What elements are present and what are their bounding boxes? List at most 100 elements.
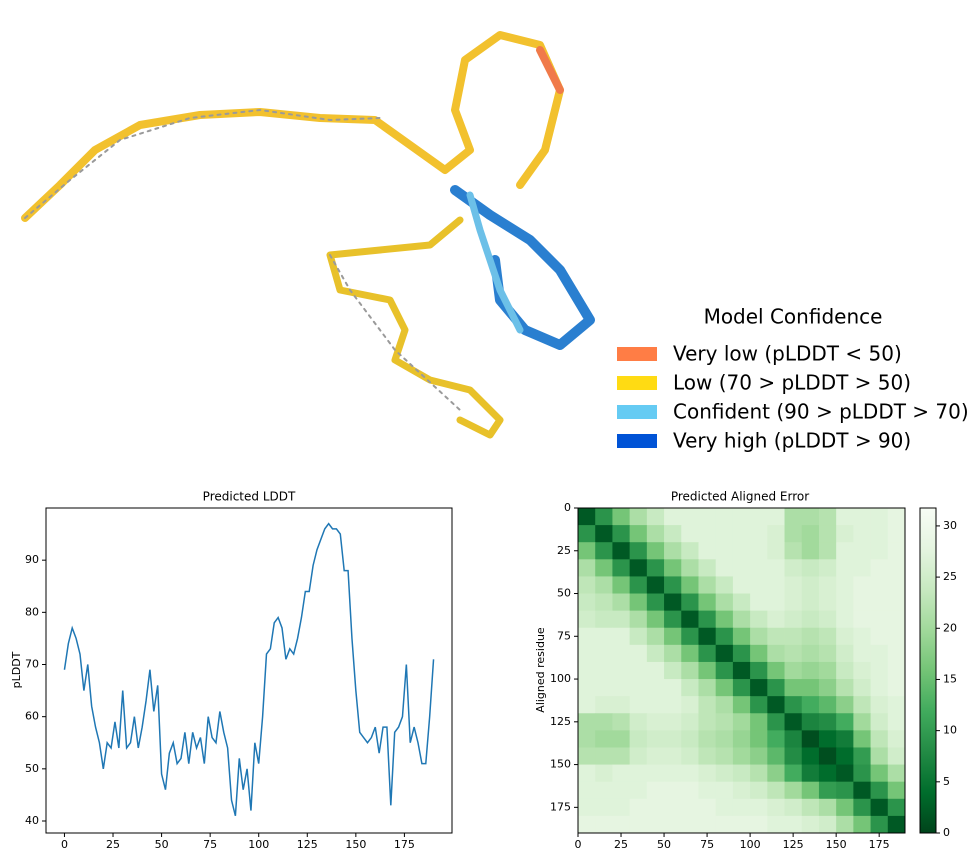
heat-cell bbox=[612, 627, 631, 646]
y-axis-label: pLDDT bbox=[10, 651, 23, 688]
heat-cell bbox=[612, 644, 631, 663]
heat-cell bbox=[629, 644, 648, 663]
colorbar-tick-label: 10 bbox=[943, 724, 957, 737]
heat-cell bbox=[801, 713, 820, 731]
heat-cell bbox=[887, 627, 906, 646]
heat-cell bbox=[646, 713, 665, 731]
legend-label: Low (70 > pLDDT > 50) bbox=[673, 371, 911, 395]
heat-cell bbox=[732, 593, 751, 612]
y-tick-label: 150 bbox=[550, 758, 571, 771]
heat-cell bbox=[595, 644, 613, 663]
heat-cell bbox=[887, 815, 906, 834]
heat-cell bbox=[732, 815, 751, 834]
heat-cell bbox=[664, 508, 682, 526]
heat-cell bbox=[578, 576, 596, 594]
legend-label: Confident (90 > pLDDT > 70) bbox=[673, 400, 968, 424]
heat-cell bbox=[818, 610, 837, 629]
heat-cell bbox=[784, 593, 803, 612]
heat-cell bbox=[715, 661, 734, 680]
heat-cell bbox=[578, 542, 596, 560]
heat-cell bbox=[732, 679, 751, 697]
heat-cell bbox=[732, 747, 751, 765]
heat-cell bbox=[836, 525, 854, 543]
heat-cell bbox=[767, 696, 785, 714]
heat-cell bbox=[801, 764, 820, 783]
heat-cell bbox=[836, 781, 854, 800]
heat-cell bbox=[801, 696, 820, 714]
heat-cell bbox=[853, 576, 871, 594]
heat-cell bbox=[801, 576, 820, 594]
heat-cell bbox=[664, 696, 682, 714]
y-tick-label: 40 bbox=[25, 814, 39, 827]
heat-cell bbox=[629, 559, 648, 577]
heat-cell bbox=[732, 576, 751, 594]
heat-cell bbox=[715, 815, 734, 834]
heat-cell bbox=[612, 781, 631, 800]
heat-cell bbox=[750, 644, 768, 663]
heat-cell bbox=[784, 815, 803, 834]
heat-cell bbox=[801, 559, 820, 577]
heat-cell bbox=[612, 576, 631, 594]
heat-cell bbox=[767, 644, 785, 663]
heat-cell bbox=[732, 610, 751, 629]
heat-cell bbox=[836, 815, 854, 834]
y-tick-label: 0 bbox=[564, 501, 571, 514]
heat-cell bbox=[578, 610, 596, 629]
heat-cell bbox=[681, 764, 699, 783]
heat-cell bbox=[681, 508, 699, 526]
heat-cell bbox=[646, 781, 665, 800]
heat-cell bbox=[698, 713, 717, 731]
heat-cell bbox=[646, 730, 665, 748]
heat-cell bbox=[664, 559, 682, 577]
legend-swatch bbox=[617, 376, 657, 390]
heat-cell bbox=[646, 798, 665, 817]
heat-cell bbox=[870, 730, 889, 748]
heat-cell bbox=[818, 781, 837, 800]
heat-cell bbox=[629, 576, 648, 594]
heat-cell bbox=[715, 627, 734, 646]
heat-cell bbox=[784, 798, 803, 817]
heat-cell bbox=[784, 764, 803, 783]
heat-cell bbox=[578, 730, 596, 748]
heat-cell bbox=[715, 764, 734, 783]
heat-cell bbox=[612, 815, 631, 834]
heat-cell bbox=[853, 661, 871, 680]
y-tick-label: 100 bbox=[550, 672, 571, 685]
heat-cell bbox=[887, 781, 906, 800]
x-tick-label: 150 bbox=[345, 838, 366, 851]
heat-cell bbox=[767, 747, 785, 765]
heat-cell bbox=[836, 713, 854, 731]
heat-cell bbox=[732, 798, 751, 817]
heat-cell bbox=[698, 627, 717, 646]
heat-cell bbox=[578, 781, 596, 800]
heat-cell bbox=[870, 576, 889, 594]
heat-cell bbox=[595, 730, 613, 748]
heat-cell bbox=[578, 696, 596, 714]
heat-cell bbox=[664, 576, 682, 594]
heat-cell bbox=[629, 764, 648, 783]
heat-cell bbox=[698, 798, 717, 817]
heat-cell bbox=[836, 610, 854, 629]
structure-legend: Model Confidence Very low (pLDDT < 50) Lo… bbox=[617, 305, 968, 453]
heat-cell bbox=[784, 747, 803, 765]
protein-structure bbox=[21, 31, 595, 439]
heat-cell bbox=[750, 798, 768, 817]
heat-cell bbox=[612, 679, 631, 697]
heat-cell bbox=[646, 525, 665, 543]
heat-cell bbox=[767, 661, 785, 680]
heat-cell bbox=[750, 781, 768, 800]
heat-cell bbox=[664, 764, 682, 783]
heat-cell bbox=[629, 627, 648, 646]
heat-cell bbox=[767, 764, 785, 783]
heat-cell bbox=[732, 764, 751, 783]
heat-cell bbox=[578, 525, 596, 543]
y-tick-label: 125 bbox=[550, 715, 571, 728]
heat-cell bbox=[715, 747, 734, 765]
heat-cell bbox=[870, 713, 889, 731]
heat-cell bbox=[750, 593, 768, 612]
heat-cell bbox=[853, 508, 871, 526]
heat-cell bbox=[836, 747, 854, 765]
heat-cell bbox=[698, 593, 717, 612]
heat-cell bbox=[887, 747, 906, 765]
heat-cell bbox=[681, 610, 699, 629]
